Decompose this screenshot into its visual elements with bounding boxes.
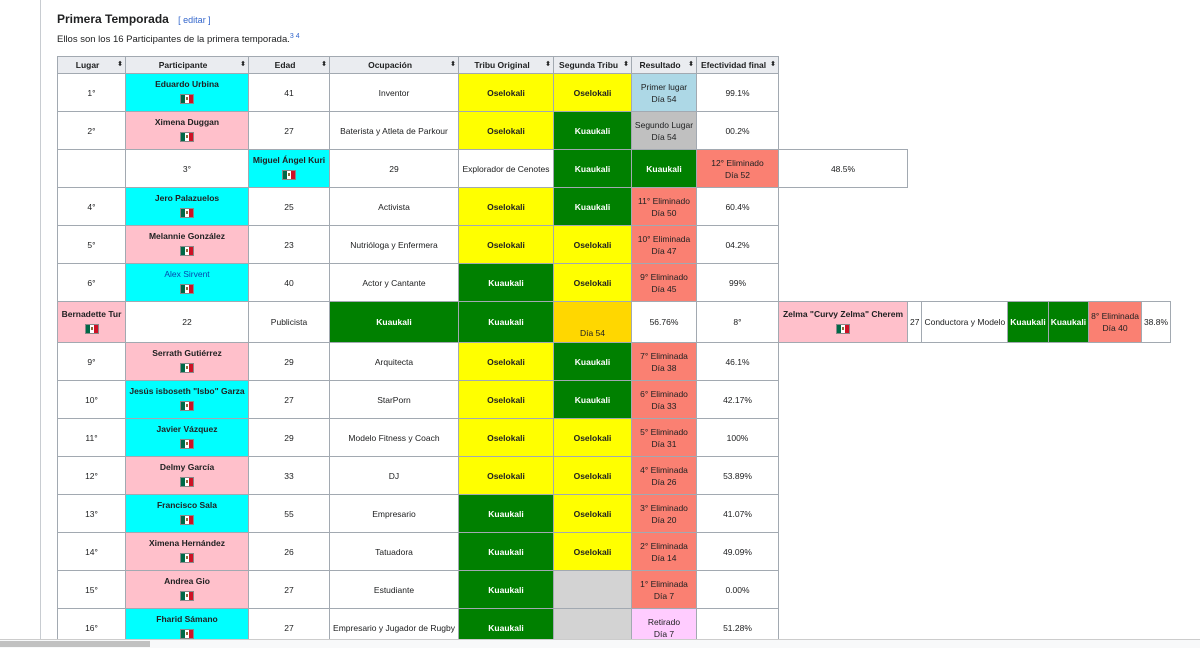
participant-cell[interactable]: Eduardo Urbina [125, 73, 249, 112]
header-lugar[interactable]: Lugar ⬍ [57, 56, 126, 74]
result-cell: 3° Eliminado Día 20 [631, 494, 697, 533]
table-row: 14° Ximena Hernández 26 Tatuadora Kuauka… [57, 532, 1171, 571]
header-segunda-tribu[interactable]: Segunda Tribu ⬍ [553, 56, 632, 74]
header-participante[interactable]: Participante ⬍ [125, 56, 249, 74]
mexico-flag-icon [180, 629, 194, 639]
participant-cell[interactable]: Serrath Gutiérrez [125, 342, 249, 381]
participant-cell[interactable]: Alex Sirvent [125, 263, 249, 302]
sort-icon[interactable]: ⬍ [240, 61, 246, 68]
result-cell: 4° Eliminada Día 26 [631, 456, 697, 495]
mexico-flag-icon [180, 439, 194, 449]
section-title: Primera Temporada [57, 12, 169, 26]
header-edad[interactable]: Edad ⬍ [248, 56, 330, 74]
participant-cell[interactable]: Miguel Ángel Kuri [248, 149, 330, 188]
mexico-flag-icon [84, 323, 99, 334]
sort-icon[interactable]: ⬍ [770, 61, 776, 68]
horizontal-scrollbar[interactable] [0, 639, 1200, 648]
table-row: 6° Alex Sirvent 40 Actor y Cantante Kuau… [57, 263, 1171, 302]
participant-cell[interactable]: Melannie González [125, 225, 249, 264]
participant-cell[interactable]: Ximena Duggan [125, 111, 249, 150]
participant-cell[interactable]: Zelma "Curvy Zelma" Cherem [778, 301, 908, 343]
result-cell: 11° Eliminado Día 50 [631, 187, 697, 226]
mexico-flag-icon [180, 515, 194, 525]
sort-icon[interactable]: ⬍ [450, 61, 456, 68]
header-ocupacion[interactable]: Ocupación ⬍ [329, 56, 459, 74]
table-row: Bernadette Tur 22 Publicista Kuaukali Ku… [57, 301, 1172, 343]
header-resultado[interactable]: Resultado ⬍ [631, 56, 697, 74]
mexico-flag-icon [180, 132, 194, 142]
participant-cell[interactable]: Delmy García [125, 456, 249, 495]
participant-cell[interactable]: Javier Vázquez [125, 418, 249, 457]
result-cell: 12° Eliminado Día 52 [696, 149, 779, 188]
intro-text: Ellos son los 16 Participantes de la pri… [57, 33, 300, 46]
edit-link[interactable]: [ editar ] [178, 15, 211, 25]
sort-icon[interactable]: ⬍ [623, 61, 629, 68]
participant-cell[interactable]: Andrea Gio [125, 570, 249, 609]
result-cell: 10° Eliminada Día 47 [631, 225, 697, 264]
mexico-flag-icon [180, 208, 194, 218]
section-heading: Primera Temporada [ editar ] [57, 12, 211, 26]
header-efectividad[interactable]: Efectividad final ⬍ [696, 56, 779, 74]
result-cell: Primer lugar Día 54 [631, 73, 697, 112]
result-cell: 1° Eliminada Día 7 [631, 570, 697, 609]
participant-cell[interactable]: Jero Palazuelos [125, 187, 249, 226]
participants-table: Lugar ⬍ Participante ⬍ Edad ⬍ Ocupación ⬍ Tr… [57, 56, 1172, 647]
table-header-row: Lugar ⬍ Participante ⬍ Edad ⬍ Ocupación ⬍ Tr… [57, 56, 1171, 74]
sort-icon[interactable]: ⬍ [545, 61, 551, 68]
table-row: 13° Francisco Sala 55 Empresario Kuaukal… [57, 494, 1171, 533]
table-row: 5° Melannie González 23 Nutrióloga y Enf… [57, 225, 1171, 264]
table-row: 15° Andrea Gio 27 Estudiante Kuaukali 1°… [57, 570, 1171, 609]
table-row: 3° Miguel Ángel Kuri 29 Explorador de Ce… [57, 149, 1171, 188]
result-cell: 5° Eliminado Día 31 [631, 418, 697, 457]
table-row: 10° Jesús isboseth "Isbo" Garza 27 StarP… [57, 380, 1171, 419]
mexico-flag-icon [180, 94, 194, 104]
table-row: 1° Eduardo Urbina 41 Inventor Oselokali … [57, 73, 1171, 112]
mexico-flag-icon [180, 284, 194, 294]
mexico-flag-icon [180, 591, 194, 601]
participant-cell[interactable]: Bernadette Tur [57, 301, 126, 343]
participant-cell[interactable]: Jesús isboseth "Isbo" Garza [125, 380, 249, 419]
table-row: 9° Serrath Gutiérrez 29 Arquitecta Oselo… [57, 342, 1171, 381]
result-cell: 8° Eliminada Día 40 [1088, 301, 1142, 343]
mexico-flag-icon [180, 477, 194, 487]
result-cell: 9° Eliminado Día 45 [631, 263, 697, 302]
table-row: 11° Javier Vázquez 29 Modelo Fitness y C… [57, 418, 1171, 457]
header-tribu-original[interactable]: Tribu Original ⬍ [458, 56, 554, 74]
scrollbar-thumb[interactable] [0, 641, 150, 647]
reference-links[interactable]: 3 4 [289, 33, 300, 40]
sort-icon[interactable]: ⬍ [117, 61, 123, 68]
mexico-flag-icon [180, 363, 194, 373]
mexico-flag-icon [836, 323, 850, 334]
result-cell: 2° Eliminada Día 14 [631, 532, 697, 571]
table-row: 4° Jero Palazuelos 25 Activista Oselokal… [57, 187, 1171, 226]
participant-cell[interactable]: Ximena Hernández [125, 532, 249, 571]
sort-icon[interactable]: ⬍ [321, 61, 327, 68]
content-left-border [40, 0, 41, 647]
mexico-flag-icon [180, 246, 194, 256]
mexico-flag-icon [282, 170, 296, 180]
sort-icon[interactable]: ⬍ [688, 61, 694, 68]
table-row: 12° Delmy García 33 DJ Oselokali Oseloka… [57, 456, 1171, 495]
result-cell: 6° Eliminado Día 33 [631, 380, 697, 419]
table-row: 2° Ximena Duggan 27 Baterista y Atleta d… [57, 111, 1171, 150]
result-cell: Segundo Lugar Día 54 [631, 111, 697, 150]
mexico-flag-icon [180, 401, 194, 411]
result-cell: 7° Eliminada Día 38 [631, 342, 697, 381]
mexico-flag-icon [180, 553, 194, 563]
participant-cell[interactable]: Francisco Sala [125, 494, 249, 533]
